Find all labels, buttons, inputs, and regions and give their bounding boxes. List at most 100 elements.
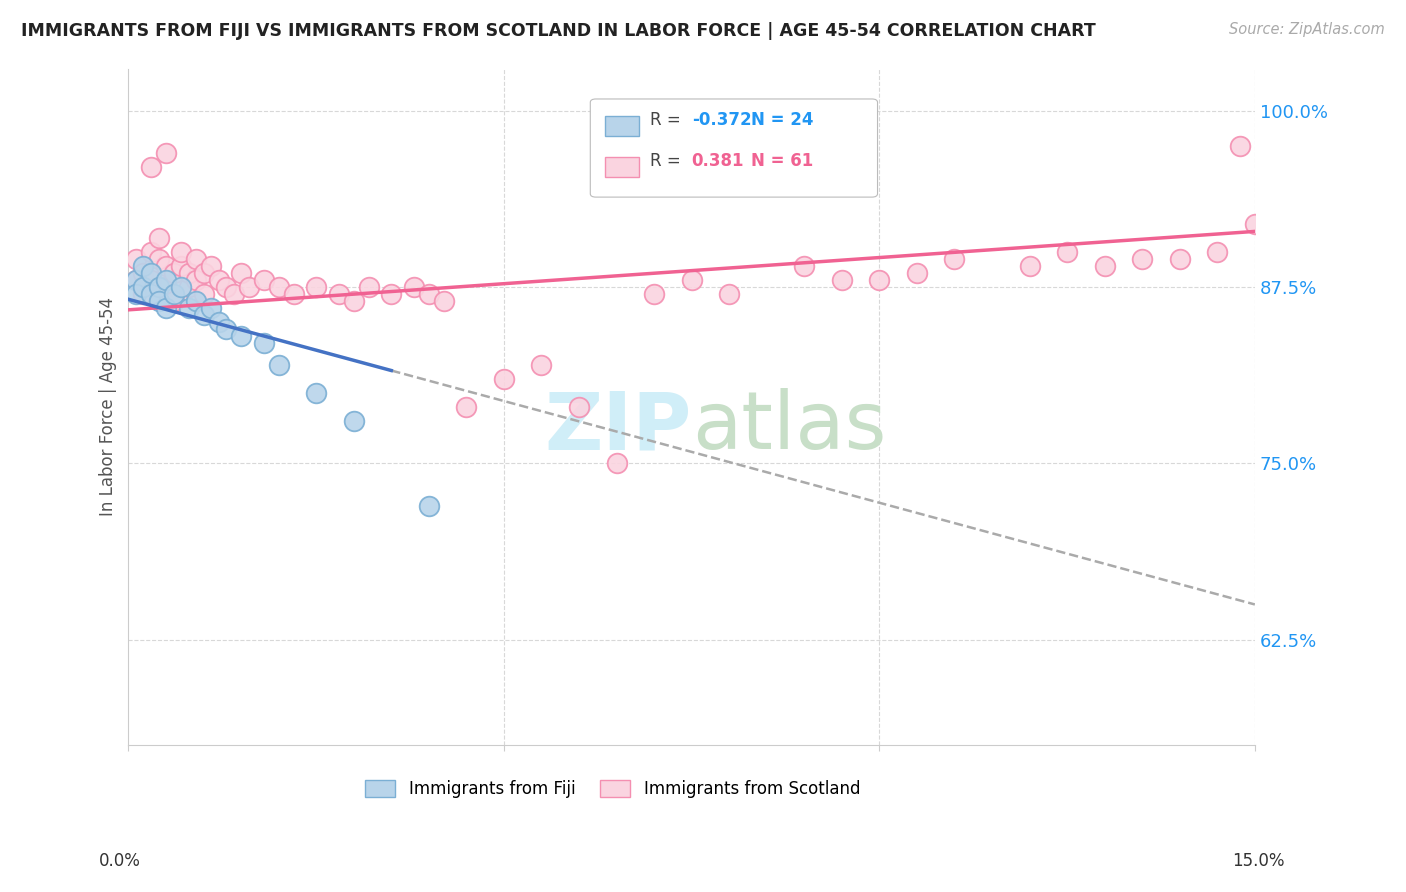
Point xyxy=(193,308,215,322)
Point xyxy=(184,294,207,309)
Point xyxy=(132,266,155,280)
Point xyxy=(177,301,200,316)
Point xyxy=(681,273,703,287)
Point xyxy=(162,266,184,280)
Point xyxy=(229,329,252,343)
Point xyxy=(1056,244,1078,259)
Point xyxy=(229,266,252,280)
Point xyxy=(1130,252,1153,266)
Text: N = 61: N = 61 xyxy=(751,152,814,169)
Point xyxy=(125,287,148,301)
Point xyxy=(177,266,200,280)
Point xyxy=(215,280,238,294)
Text: 0.0%: 0.0% xyxy=(98,852,141,870)
Point xyxy=(139,266,162,280)
Point xyxy=(1018,259,1040,273)
Text: R =: R = xyxy=(650,112,686,129)
Point xyxy=(343,414,366,428)
Text: -0.372: -0.372 xyxy=(692,112,751,129)
Point xyxy=(253,336,276,351)
Bar xyxy=(605,156,638,177)
Point xyxy=(148,252,170,266)
Point xyxy=(253,273,276,287)
Point xyxy=(170,259,193,273)
Point xyxy=(1229,139,1251,153)
Point xyxy=(238,280,260,294)
Text: ZIP: ZIP xyxy=(544,388,692,467)
Bar xyxy=(605,116,638,136)
Point xyxy=(139,287,162,301)
Text: R =: R = xyxy=(650,152,686,169)
Point xyxy=(305,280,328,294)
Point xyxy=(139,273,162,287)
Point xyxy=(418,287,440,301)
Point xyxy=(606,456,628,470)
Point xyxy=(132,287,155,301)
FancyBboxPatch shape xyxy=(591,99,877,197)
Y-axis label: In Labor Force | Age 45-54: In Labor Force | Age 45-54 xyxy=(100,297,117,516)
Point xyxy=(267,358,290,372)
Point xyxy=(718,287,741,301)
Point xyxy=(1168,252,1191,266)
Point xyxy=(207,273,229,287)
Point xyxy=(155,301,177,316)
Point xyxy=(380,287,402,301)
Point xyxy=(155,273,177,287)
Text: IMMIGRANTS FROM FIJI VS IMMIGRANTS FROM SCOTLAND IN LABOR FORCE | AGE 45-54 CORR: IMMIGRANTS FROM FIJI VS IMMIGRANTS FROM … xyxy=(21,22,1095,40)
Point xyxy=(125,273,148,287)
Point xyxy=(125,252,148,266)
Point xyxy=(868,273,890,287)
Legend: Immigrants from Fiji, Immigrants from Scotland: Immigrants from Fiji, Immigrants from Sc… xyxy=(359,773,868,805)
Point xyxy=(184,273,207,287)
Point xyxy=(1281,632,1303,647)
Point xyxy=(1206,244,1229,259)
Point xyxy=(139,160,162,174)
Point xyxy=(155,146,177,161)
Point xyxy=(418,499,440,513)
Text: N = 24: N = 24 xyxy=(751,112,814,129)
Point xyxy=(132,259,155,273)
Point xyxy=(402,280,425,294)
Point xyxy=(492,372,515,386)
Text: Source: ZipAtlas.com: Source: ZipAtlas.com xyxy=(1229,22,1385,37)
Point xyxy=(831,273,853,287)
Point xyxy=(125,273,148,287)
Point xyxy=(456,400,478,414)
Point xyxy=(222,287,245,301)
Point xyxy=(162,294,184,309)
Point xyxy=(530,358,553,372)
Text: atlas: atlas xyxy=(692,388,886,467)
Point xyxy=(170,280,193,294)
Point xyxy=(343,294,366,309)
Point xyxy=(568,400,591,414)
Point xyxy=(215,322,238,336)
Point xyxy=(162,287,184,301)
Point xyxy=(148,230,170,244)
Text: 0.381: 0.381 xyxy=(692,152,744,169)
Point xyxy=(643,287,665,301)
Point xyxy=(943,252,966,266)
Point xyxy=(283,287,305,301)
Point xyxy=(148,280,170,294)
Point xyxy=(357,280,380,294)
Point xyxy=(328,287,350,301)
Point xyxy=(793,259,815,273)
Point xyxy=(305,385,328,400)
Point xyxy=(200,259,222,273)
Text: 15.0%: 15.0% xyxy=(1232,852,1285,870)
Point xyxy=(155,259,177,273)
Point xyxy=(200,301,222,316)
Point xyxy=(193,266,215,280)
Point xyxy=(207,315,229,329)
Point xyxy=(132,280,155,294)
Point xyxy=(905,266,928,280)
Point xyxy=(155,280,177,294)
Point xyxy=(1244,217,1267,231)
Point xyxy=(177,280,200,294)
Point xyxy=(148,280,170,294)
Point xyxy=(170,244,193,259)
Point xyxy=(433,294,456,309)
Point xyxy=(184,252,207,266)
Point xyxy=(139,244,162,259)
Point xyxy=(148,294,170,309)
